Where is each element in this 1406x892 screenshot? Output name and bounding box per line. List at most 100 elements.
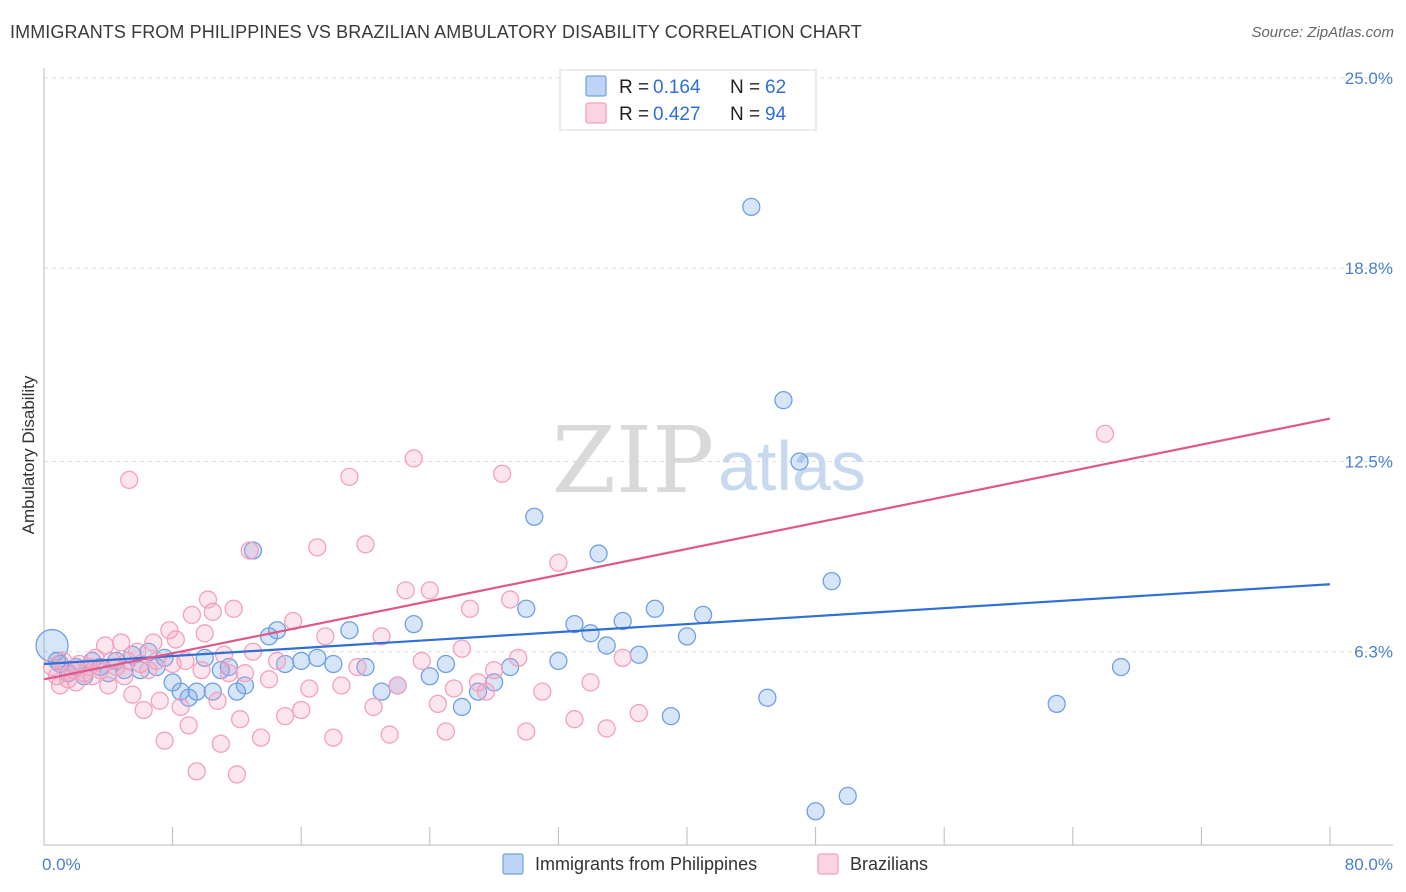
data-point	[492, 464, 512, 483]
data-point	[95, 636, 115, 655]
data-point	[364, 697, 383, 717]
data-point	[581, 624, 600, 643]
data-point	[613, 611, 632, 631]
bottom-legend: Immigrants from Philippines Brazilians	[502, 853, 928, 875]
data-point	[838, 786, 857, 806]
data-point	[115, 667, 134, 686]
data-point	[308, 648, 327, 668]
data-point	[182, 605, 202, 625]
data-point	[356, 535, 375, 554]
data-point	[235, 664, 255, 683]
data-point	[372, 627, 391, 646]
data-point	[509, 648, 528, 668]
data-point	[230, 710, 250, 729]
data-point	[227, 765, 247, 784]
data-point	[822, 572, 841, 591]
bottom-legend-swatch-philippines	[502, 853, 524, 875]
y-tick-label: 6.3%	[1354, 643, 1393, 662]
y-axis-label: Ambulatory Disability	[19, 375, 38, 534]
data-point	[1047, 694, 1066, 714]
y-tick-label: 12.5%	[1345, 453, 1393, 472]
data-point	[742, 197, 761, 217]
data-point	[597, 719, 616, 738]
data-point	[300, 679, 319, 698]
data-point	[166, 630, 185, 649]
data-point	[144, 633, 163, 652]
bottom-legend-brazilians: Brazilians	[850, 854, 928, 874]
data-point	[112, 633, 131, 652]
data-point	[47, 651, 67, 671]
data-point	[444, 679, 464, 698]
data-point	[171, 697, 190, 717]
data-point	[613, 648, 632, 668]
data-point	[428, 694, 447, 714]
data-point	[396, 581, 415, 600]
legend-r-label: R =	[619, 104, 649, 125]
data-point	[806, 802, 825, 821]
data-point	[332, 676, 351, 695]
watermark: ZIP atlas	[552, 407, 866, 514]
legend-swatch-brazilians	[585, 102, 607, 124]
data-point	[501, 590, 520, 609]
data-point	[195, 624, 214, 643]
legend-r-label: R =	[619, 77, 649, 98]
data-point	[629, 703, 648, 723]
data-point	[214, 645, 234, 664]
data-point	[324, 654, 343, 674]
data-point	[517, 599, 536, 618]
data-point	[372, 682, 391, 701]
data-point	[549, 553, 568, 572]
data-point	[120, 470, 139, 490]
data-point	[160, 621, 179, 640]
data-point	[292, 700, 311, 720]
chart-title: IMMIGRANTS FROM PHILIPPINES VS BRAZILIAN…	[10, 22, 862, 42]
data-point	[150, 691, 169, 710]
trend-line-brazilians	[43, 417, 1331, 681]
data-point	[404, 614, 423, 634]
data-point	[525, 507, 544, 526]
source-label: Source: ZipAtlas.com	[1251, 24, 1394, 41]
trend-lines	[43, 417, 1331, 681]
data-point	[790, 452, 809, 471]
data-point	[348, 657, 367, 677]
data-point	[292, 651, 311, 671]
data-point	[192, 660, 211, 680]
data-point	[219, 664, 239, 683]
data-point	[1095, 424, 1115, 444]
data-point	[275, 706, 295, 726]
data-point	[758, 688, 777, 707]
y-tick-labels: 6.3% 12.5% 18.8% 25.0%	[1345, 69, 1393, 662]
data-point	[380, 725, 399, 744]
data-point	[208, 691, 227, 710]
data-point	[452, 639, 472, 658]
data-point	[597, 636, 616, 655]
data-point	[581, 673, 600, 692]
data-point	[203, 682, 222, 701]
data-point	[259, 670, 279, 689]
data-point	[211, 734, 230, 753]
data-point	[340, 621, 359, 640]
axes	[43, 68, 1393, 846]
x-tick-min: 0.0%	[42, 855, 81, 874]
data-point	[549, 651, 568, 671]
data-point	[677, 627, 697, 646]
data-point	[436, 654, 456, 674]
data-point	[187, 682, 206, 701]
data-point	[99, 676, 118, 695]
legend-r-value: 0.164	[653, 77, 701, 98]
data-point	[517, 722, 536, 741]
legend-swatch-philippines	[585, 75, 607, 97]
trend-line-philippines	[43, 583, 1331, 666]
data-point	[316, 627, 335, 646]
data-point	[388, 676, 407, 695]
data-point	[420, 581, 439, 600]
data-point	[452, 697, 472, 717]
data-point	[412, 651, 431, 671]
data-point	[176, 651, 195, 671]
legend: R = 0.164 N = 62 R = 0.427 N = 94	[559, 69, 817, 131]
data-point	[404, 449, 423, 468]
data-point	[589, 544, 608, 563]
legend-r-value: 0.427	[653, 104, 701, 125]
data-point	[224, 599, 243, 618]
